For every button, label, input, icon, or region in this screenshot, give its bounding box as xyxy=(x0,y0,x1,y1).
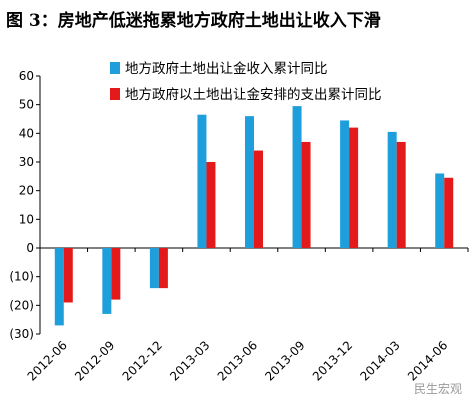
y-tick-label: 20 xyxy=(19,184,34,198)
y-tick-label: 30 xyxy=(19,155,34,169)
x-tick-label: 2012-12 xyxy=(120,338,165,383)
y-tick-label: 50 xyxy=(19,98,34,112)
x-tick-label: 2014-06 xyxy=(405,338,450,383)
bar-revenue xyxy=(102,248,112,314)
bar-expenditure xyxy=(254,150,263,248)
chart-bars xyxy=(54,106,454,326)
x-tick-label: 2013-09 xyxy=(262,338,307,383)
bar-expenditure xyxy=(158,248,168,289)
bar-revenue xyxy=(292,106,302,248)
y-tick-label: 10 xyxy=(19,212,34,226)
x-tick-label: 2013-03 xyxy=(167,338,212,383)
bar-revenue xyxy=(245,116,254,248)
bar-revenue xyxy=(340,120,350,248)
x-tick-label: 2013-06 xyxy=(215,338,260,383)
bar-expenditure xyxy=(396,141,406,248)
y-tick-label: (30) xyxy=(9,327,34,341)
bar-revenue xyxy=(149,248,159,289)
y-tick-label: 60 xyxy=(19,69,34,83)
x-tick-label: 2013-12 xyxy=(310,338,355,383)
legend-label: 地方政府以土地出让金安排的支出累计同比 xyxy=(125,87,382,103)
bar-expenditure xyxy=(206,162,216,248)
legend-swatch xyxy=(110,62,120,74)
y-tick-label: 40 xyxy=(19,126,34,140)
y-tick-label: (20) xyxy=(9,298,34,312)
legend-label: 地方政府土地出让金收入累计同比 xyxy=(125,61,328,77)
chart-title: 图 3：房地产低迷拖累地方政府土地出让收入下滑 xyxy=(6,11,381,31)
x-tick-label: 2012-09 xyxy=(72,338,117,383)
bar-revenue xyxy=(54,248,64,326)
watermark: 民生宏观 xyxy=(413,382,462,396)
x-tick-label: 2012-06 xyxy=(25,338,70,383)
bar-revenue xyxy=(197,114,207,248)
x-tick-label: 2014-03 xyxy=(357,338,402,383)
bar-expenditure xyxy=(111,248,121,300)
y-tick-label: 0 xyxy=(26,241,34,255)
legend-swatch xyxy=(110,88,120,100)
bar-expenditure xyxy=(444,177,454,248)
bar-expenditure xyxy=(301,141,311,248)
bar-revenue xyxy=(435,173,445,248)
y-tick-label: (10) xyxy=(9,270,34,284)
bar-expenditure xyxy=(63,248,73,303)
bar-revenue xyxy=(387,131,397,248)
bar-expenditure xyxy=(349,127,359,248)
